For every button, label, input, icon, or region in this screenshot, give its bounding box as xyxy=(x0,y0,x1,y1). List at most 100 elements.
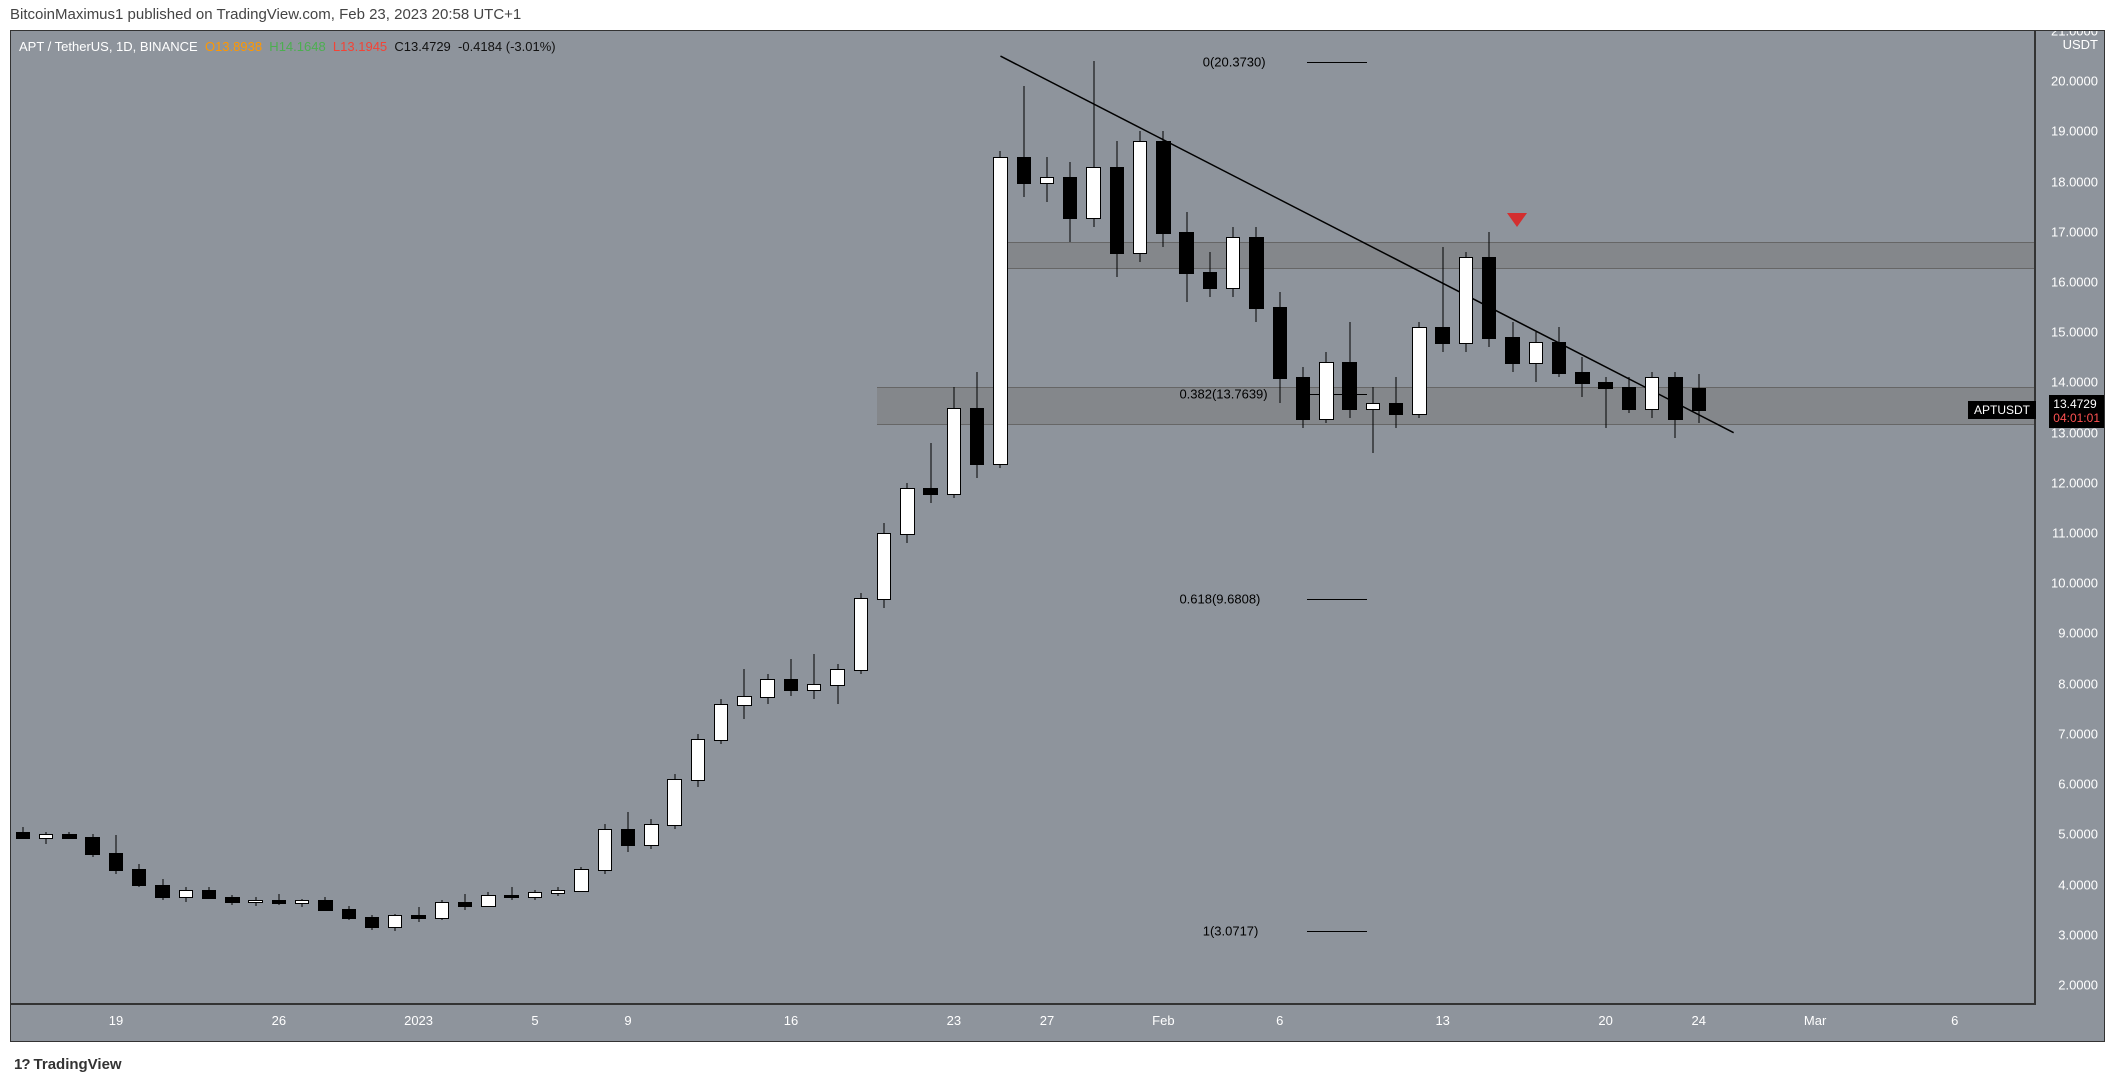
candle[interactable] xyxy=(1063,31,1077,1005)
candle[interactable] xyxy=(16,31,30,1005)
candle[interactable] xyxy=(179,31,193,1005)
candle[interactable] xyxy=(342,31,356,1005)
candle[interactable] xyxy=(85,31,99,1005)
candle[interactable] xyxy=(1040,31,1054,1005)
candle[interactable] xyxy=(621,31,635,1005)
candle[interactable] xyxy=(1273,31,1287,1005)
candle[interactable] xyxy=(155,31,169,1005)
candle[interactable] xyxy=(1226,31,1240,1005)
candle[interactable] xyxy=(1017,31,1031,1005)
candle[interactable] xyxy=(877,31,891,1005)
x-tick: Feb xyxy=(1152,1013,1174,1028)
candle[interactable] xyxy=(900,31,914,1005)
candle-body xyxy=(1342,362,1356,409)
candle-body xyxy=(1203,272,1217,289)
candle[interactable] xyxy=(132,31,146,1005)
candle[interactable] xyxy=(1552,31,1566,1005)
candle-body xyxy=(16,832,30,839)
candle[interactable] xyxy=(458,31,472,1005)
candle[interactable] xyxy=(737,31,751,1005)
candle-body xyxy=(923,488,937,495)
candle[interactable] xyxy=(784,31,798,1005)
candle[interactable] xyxy=(225,31,239,1005)
candle[interactable] xyxy=(1482,31,1496,1005)
candle[interactable] xyxy=(830,31,844,1005)
candle[interactable] xyxy=(1645,31,1659,1005)
y-tick: 14.0000 xyxy=(2051,375,2098,390)
candle[interactable] xyxy=(1342,31,1356,1005)
candle[interactable] xyxy=(1156,31,1170,1005)
y-tick: 20.0000 xyxy=(2051,74,2098,89)
candle[interactable] xyxy=(248,31,262,1005)
y-tick: 6.0000 xyxy=(2058,777,2098,792)
candle[interactable] xyxy=(551,31,565,1005)
candle[interactable] xyxy=(1203,31,1217,1005)
candle[interactable] xyxy=(528,31,542,1005)
candle[interactable] xyxy=(109,31,123,1005)
candle[interactable] xyxy=(272,31,286,1005)
candle[interactable] xyxy=(1412,31,1426,1005)
candle[interactable] xyxy=(1389,31,1403,1005)
candle[interactable] xyxy=(411,31,425,1005)
candle[interactable] xyxy=(1133,31,1147,1005)
candle[interactable] xyxy=(365,31,379,1005)
candle[interactable] xyxy=(318,31,332,1005)
price-tag: 13.472904:01:01 xyxy=(2049,395,2104,428)
candle[interactable] xyxy=(1179,31,1193,1005)
candle-body xyxy=(667,779,681,826)
candle[interactable] xyxy=(1459,31,1473,1005)
candle[interactable] xyxy=(947,31,961,1005)
candle[interactable] xyxy=(1692,31,1706,1005)
candle[interactable] xyxy=(1505,31,1519,1005)
candle[interactable] xyxy=(598,31,612,1005)
candle[interactable] xyxy=(1668,31,1682,1005)
candle[interactable] xyxy=(691,31,705,1005)
candle[interactable] xyxy=(202,31,216,1005)
candle[interactable] xyxy=(481,31,495,1005)
candle[interactable] xyxy=(504,31,518,1005)
candle[interactable] xyxy=(644,31,658,1005)
candle[interactable] xyxy=(970,31,984,1005)
candle[interactable] xyxy=(1249,31,1263,1005)
candle-body xyxy=(947,408,961,495)
candle[interactable] xyxy=(993,31,1007,1005)
plot-area[interactable]: 0(20.3730)0.382(13.7639)0.618(9.6808)1(3… xyxy=(11,31,2036,1005)
candle[interactable] xyxy=(667,31,681,1005)
candle[interactable] xyxy=(1366,31,1380,1005)
candle-body xyxy=(737,696,751,706)
x-tick: Mar xyxy=(1804,1013,1826,1028)
candle[interactable] xyxy=(807,31,821,1005)
candle-body xyxy=(202,890,216,900)
candle-body xyxy=(155,885,169,898)
candle[interactable] xyxy=(1110,31,1124,1005)
candle[interactable] xyxy=(923,31,937,1005)
chart-container[interactable]: 0(20.3730)0.382(13.7639)0.618(9.6808)1(3… xyxy=(10,30,2105,1042)
candle-body xyxy=(691,739,705,781)
candle[interactable] xyxy=(1319,31,1333,1005)
candle[interactable] xyxy=(1529,31,1543,1005)
candle[interactable] xyxy=(574,31,588,1005)
candle[interactable] xyxy=(435,31,449,1005)
candle-body xyxy=(1110,167,1124,254)
candle[interactable] xyxy=(854,31,868,1005)
candle[interactable] xyxy=(1296,31,1310,1005)
candle[interactable] xyxy=(295,31,309,1005)
candle-body xyxy=(435,902,449,919)
candle[interactable] xyxy=(1622,31,1636,1005)
candle-body xyxy=(225,897,239,903)
candle-body xyxy=(1529,342,1543,364)
candle[interactable] xyxy=(388,31,402,1005)
candle[interactable] xyxy=(1598,31,1612,1005)
candle[interactable] xyxy=(39,31,53,1005)
candle[interactable] xyxy=(714,31,728,1005)
candle[interactable] xyxy=(1575,31,1589,1005)
candle[interactable] xyxy=(1435,31,1449,1005)
candle[interactable] xyxy=(1086,31,1100,1005)
candle-body xyxy=(830,669,844,686)
candle-body xyxy=(1040,177,1054,184)
candle-body xyxy=(621,829,635,846)
ohlc-pct: (-3.01%) xyxy=(506,39,556,54)
candle[interactable] xyxy=(62,31,76,1005)
candle-body xyxy=(1296,377,1310,419)
candle[interactable] xyxy=(760,31,774,1005)
